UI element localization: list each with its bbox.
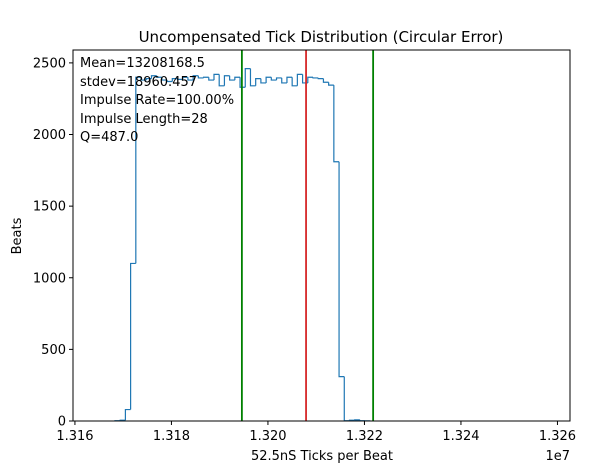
y-tick-label: 0: [58, 415, 66, 430]
histogram-bin: [281, 77, 287, 84]
x-tick-label: 1.324: [442, 429, 479, 444]
histogram-bin: [296, 73, 303, 86]
y-tick-label: 2000: [33, 128, 66, 143]
histogram-bin: [307, 76, 314, 83]
histogram-bin: [202, 76, 209, 78]
histogram-bin: [166, 80, 173, 83]
histogram-bin: [275, 77, 282, 81]
axes: 1.316 1.318 1.320 1.322 1.324 1.326 0 500 1000 15…: [33, 56, 576, 444]
histogram-bin: [343, 376, 350, 422]
annotation-stdev: stdev=18960.457: [80, 75, 198, 90]
x-tick-label: 1.320: [249, 429, 286, 444]
y-tick-label: 500: [41, 343, 66, 358]
y-tick-label: 2500: [33, 56, 66, 71]
x-tick-label: 1.326: [539, 429, 576, 444]
histogram-bin: [260, 78, 267, 84]
histogram-bin: [197, 75, 204, 79]
annotation-impulse-rate: Impulse Rate=100.00%: [80, 93, 235, 108]
y-axis-label: Beats: [10, 217, 25, 254]
annotation-q: Q=487.0: [80, 130, 139, 145]
histogram-bin: [213, 73, 220, 81]
histogram-bin: [187, 77, 194, 81]
x-tick-label: 1.322: [346, 429, 383, 444]
x-tick-label: 1.316: [56, 429, 93, 444]
histogram-bin: [338, 161, 345, 378]
histogram-bin: [249, 68, 256, 87]
histogram-bin: [156, 75, 162, 78]
plot-frame: [72, 49, 571, 422]
annotation-mean: Mean=13208168.5: [80, 56, 205, 71]
x-tick-label: 1.318: [153, 429, 190, 444]
chart-title: Uncompensated Tick Distribution (Circula…: [139, 28, 504, 46]
histogram-bin: [234, 76, 241, 81]
histogram-bin: [208, 77, 214, 81]
histogram-bin: [291, 77, 298, 87]
x-axis-label: 52.5nS Ticks per Beat: [251, 449, 393, 464]
histogram-bin: [124, 408, 131, 421]
histogram-bin: [239, 77, 246, 88]
histogram-bin: [161, 77, 168, 81]
histogram-bin: [223, 75, 230, 86]
histogram-bin: [328, 82, 334, 86]
histogram-bin: [322, 78, 329, 83]
y-tick-label: 1500: [33, 200, 66, 215]
histogram-bin: [270, 77, 277, 81]
histogram-bin: [265, 76, 272, 83]
histogram-bin: [218, 74, 225, 87]
histogram-bin: [317, 77, 324, 80]
histogram-bin: [171, 78, 178, 82]
histogram-bin: [333, 85, 340, 163]
x-offset-label: 1e7: [545, 449, 570, 464]
histogram-bin: [150, 75, 157, 79]
plot-area: [114, 50, 375, 422]
histogram-bin: [176, 78, 183, 80]
histogram-bin: [140, 77, 147, 81]
histogram-bin: [229, 75, 235, 81]
histogram-bin: [244, 68, 251, 88]
histogram-bin: [145, 78, 152, 81]
histogram-bin: [130, 262, 136, 410]
histogram-bin: [312, 77, 319, 79]
annotation-impulse-length: Impulse Length=28: [80, 112, 208, 127]
histogram-bin: [192, 75, 199, 81]
histogram-bin: [255, 78, 261, 86]
histogram-bin: [135, 76, 142, 264]
histogram-bin: [286, 76, 293, 83]
histogram-bin: [182, 76, 188, 80]
y-tick-label: 1000: [33, 271, 66, 286]
